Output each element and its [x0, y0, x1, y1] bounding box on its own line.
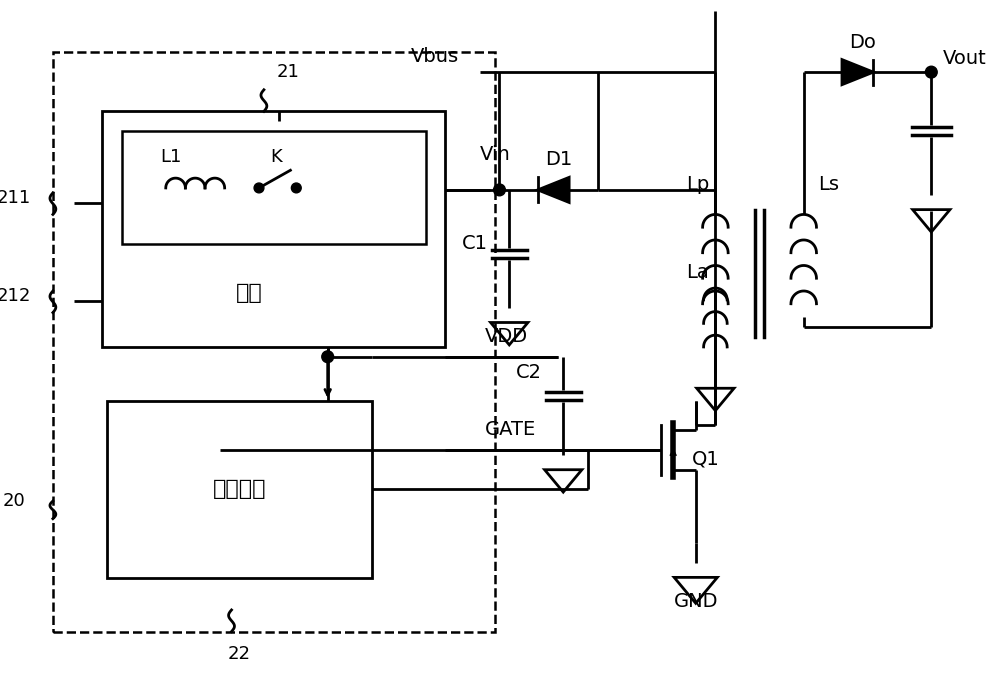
- Text: C2: C2: [516, 363, 542, 383]
- Text: Do: Do: [849, 32, 876, 52]
- Text: 控制驱动: 控制驱动: [213, 480, 266, 499]
- Text: Vin: Vin: [480, 146, 511, 164]
- Text: Q1: Q1: [692, 450, 719, 469]
- Text: 20: 20: [2, 492, 25, 510]
- Text: 22: 22: [228, 645, 251, 663]
- Bar: [107, 401, 372, 578]
- Text: VDD: VDD: [485, 327, 528, 346]
- Text: Ls: Ls: [818, 175, 839, 194]
- Text: Vbus: Vbus: [411, 47, 459, 67]
- Text: 21: 21: [277, 63, 300, 81]
- Bar: [53, 52, 495, 631]
- Text: Vout: Vout: [943, 49, 987, 68]
- Polygon shape: [538, 177, 569, 203]
- Circle shape: [925, 66, 937, 78]
- Text: L1: L1: [160, 148, 181, 166]
- Text: Lp: Lp: [686, 175, 709, 194]
- Circle shape: [322, 351, 334, 363]
- Circle shape: [494, 184, 505, 196]
- Text: K: K: [270, 148, 282, 166]
- Circle shape: [254, 183, 264, 193]
- Circle shape: [291, 183, 301, 193]
- Text: C1: C1: [462, 234, 488, 253]
- Text: 212: 212: [0, 286, 31, 305]
- Text: GND: GND: [673, 592, 718, 611]
- Bar: [102, 111, 445, 347]
- Text: 211: 211: [0, 189, 31, 207]
- Text: 线性: 线性: [236, 283, 263, 303]
- Text: GATE: GATE: [485, 420, 536, 439]
- Bar: [122, 131, 426, 244]
- Polygon shape: [842, 60, 873, 85]
- Text: La: La: [686, 263, 709, 282]
- Text: D1: D1: [545, 150, 572, 170]
